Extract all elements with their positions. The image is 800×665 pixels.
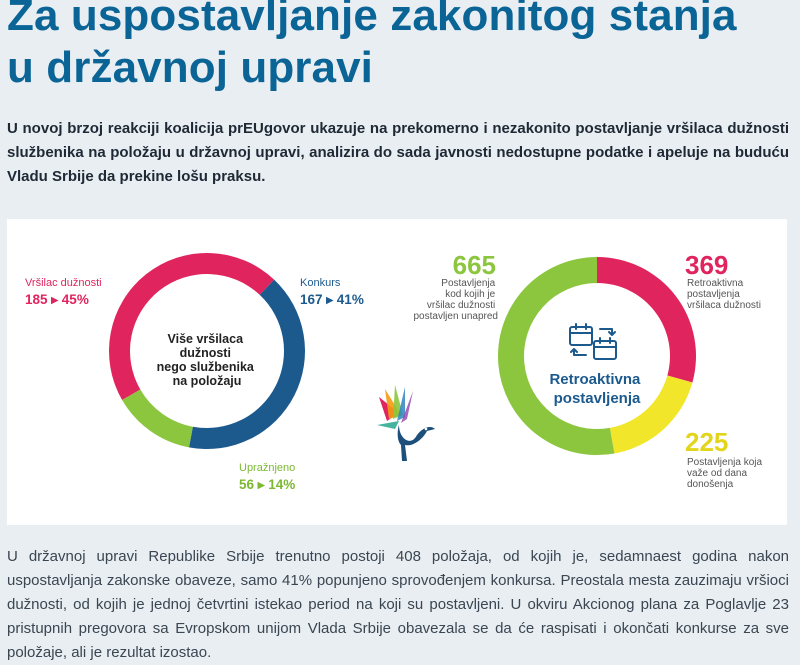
donut-chart-positions: [108, 253, 305, 449]
label-369-desc: Retroaktivna postavljenja vršilaca dužno…: [687, 278, 761, 311]
label-665-value: 665: [453, 250, 496, 280]
label-vrsilac-value: 185 ▸ 45%: [25, 292, 89, 307]
calendar-swap-icon: [569, 323, 617, 360]
donut-slice-postavljenja-kod-kojih-je-vr-ilac-du-nosti-postavljen-unapred: [498, 257, 615, 455]
donut2-center-label: Retroaktivna postavljenja: [549, 371, 644, 407]
donut-slice-retroaktivna-postavljenja-vr-ilaca-du-nosti: [597, 257, 696, 383]
bird-logo-icon: [377, 385, 435, 461]
donut-slice-postavljenja-koja-va-e-od-dana-dono-enja: [609, 375, 693, 454]
article-body: U državnoj upravi Republike Srbije trenu…: [7, 548, 789, 661]
donut-slice-upra-njeno: [122, 389, 193, 448]
donut1-center-line: na položaju: [173, 374, 242, 388]
label-369-value: 369: [685, 250, 728, 280]
article-lead: U novoj brzoj reakciji koalicija prEUgov…: [7, 120, 789, 185]
label-konkurs-name: Konkurs: [300, 277, 341, 289]
infographic: Više vršilaca dužnosti nego službenika n…: [7, 219, 787, 525]
article-title: Za uspostavljanje zakonitog stanja u drž…: [7, 0, 797, 94]
donut2-center-line: postavljenja: [554, 390, 641, 407]
title-line-1: Za uspostavljanje zakonitog stanja: [7, 0, 737, 40]
title-line-2: u državnoj upravi: [7, 43, 373, 92]
label-upraznjeno-value: 56 ▸ 14%: [239, 477, 295, 492]
donut-slice-vr-ilac-du-nosti: [108, 253, 275, 400]
label-225-value: 225: [685, 427, 728, 457]
donut-chart-appointments: [498, 257, 696, 455]
donut1-center-line: Više vršilaca: [167, 332, 244, 346]
donut1-center-label: Više vršilaca dužnosti nego službenika n…: [157, 332, 258, 388]
label-konkurs-value: 167 ▸ 41%: [300, 292, 364, 307]
label-225-desc: Postavljenja koja važe od dana donošenja: [687, 457, 765, 490]
donut1-center-line: nego službenika: [157, 360, 255, 374]
label-upraznjeno-name: Upražnjeno: [239, 462, 295, 474]
label-vrsilac-name: Vršilac dužnosti: [25, 277, 102, 289]
label-665-desc: Postavljenja kod kojih je vršilac dužnos…: [413, 278, 498, 322]
donut2-center-line: Retroaktivna: [549, 371, 641, 388]
donut1-center-line: dužnosti: [180, 346, 231, 360]
infographic-svg: Više vršilaca dužnosti nego službenika n…: [25, 250, 765, 492]
donut-slice-konkurs: [188, 279, 305, 449]
